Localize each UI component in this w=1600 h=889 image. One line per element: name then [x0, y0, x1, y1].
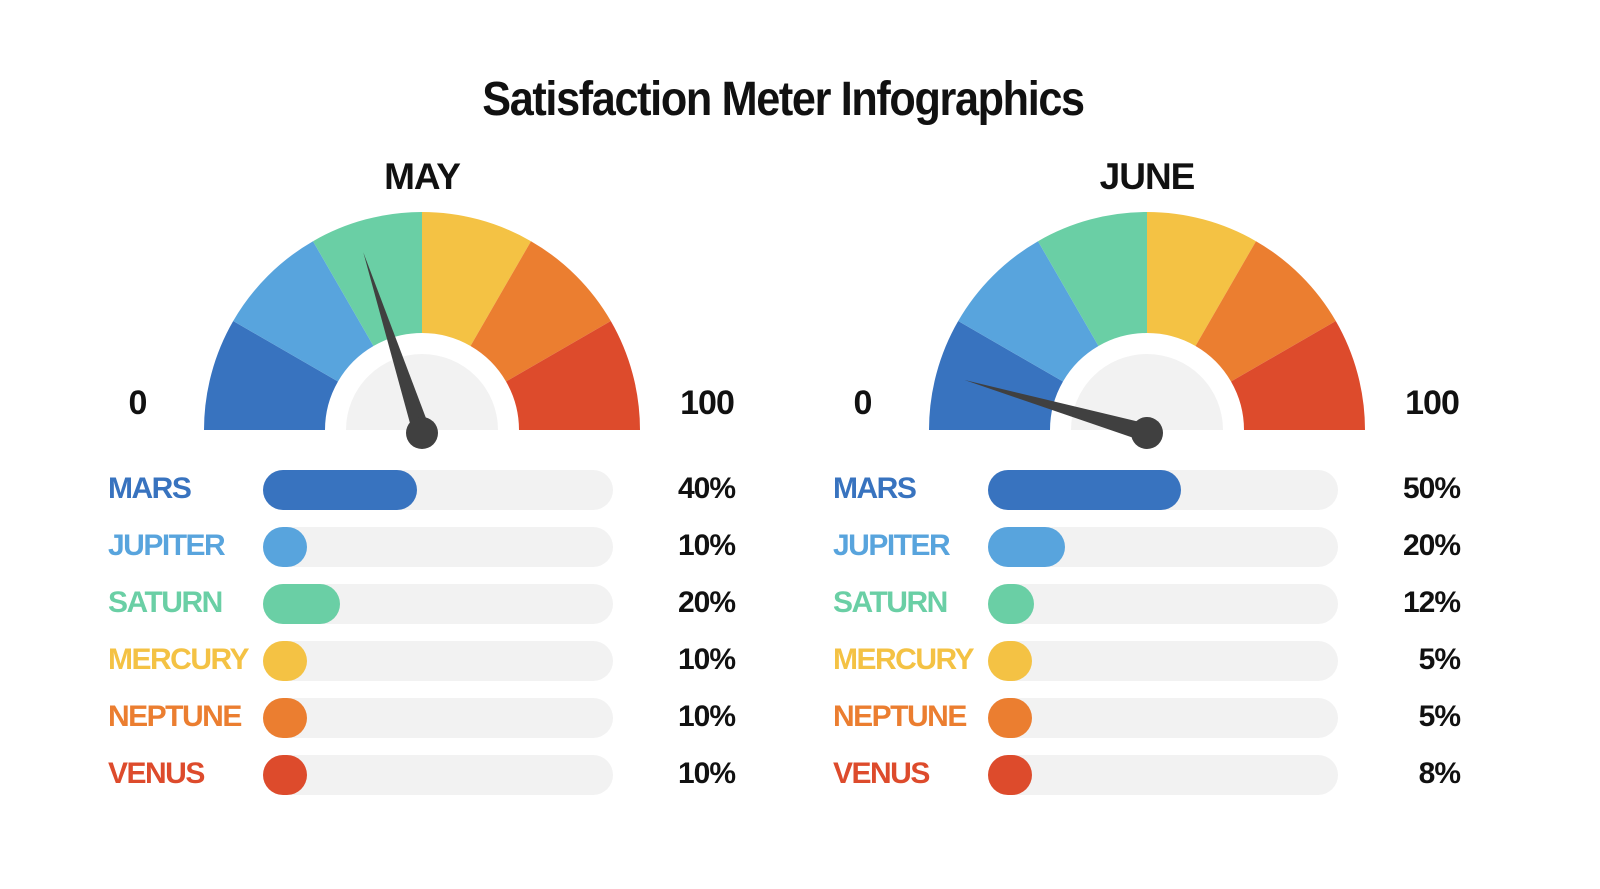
- value-label: 20%: [1402, 529, 1461, 562]
- value-label: 10%: [677, 643, 736, 676]
- bar-fill: [263, 698, 307, 738]
- bar-track: [988, 470, 1338, 510]
- gauge-segment: [1038, 212, 1147, 346]
- bar-track: [263, 527, 613, 567]
- bar-fill: [988, 698, 1032, 738]
- category-label: MARS: [833, 472, 917, 505]
- bar-fill: [988, 527, 1065, 567]
- bar-track: [263, 698, 613, 738]
- bar-row: SATURN 20%: [0, 584, 736, 624]
- category-label: NEPTUNE: [833, 700, 967, 733]
- value-label: 5%: [1418, 700, 1461, 733]
- chart-title: Satisfaction Meter Infographics: [482, 73, 1085, 126]
- gauge-segment: [204, 321, 338, 430]
- gauge-segment: [506, 321, 640, 430]
- bar-track: [988, 755, 1338, 795]
- gauge-needle: [363, 252, 431, 436]
- bar-fill: [263, 755, 307, 795]
- bar-fill: [263, 470, 417, 510]
- gauge-max-label: 100: [1405, 384, 1460, 422]
- gauge-segment: [1231, 321, 1365, 430]
- gauge-segment: [1147, 212, 1256, 346]
- bar-fill: [988, 755, 1032, 795]
- bar-row: SATURN 12%: [725, 584, 1461, 624]
- gauge-min-label: 0: [853, 384, 873, 422]
- bar-track: [988, 698, 1338, 738]
- gauge-segment: [313, 212, 422, 346]
- month-label: MAY: [384, 156, 461, 197]
- bar-track: [263, 470, 613, 510]
- bar-row: MERCURY 10%: [0, 641, 736, 681]
- gauge-segment: [929, 321, 1063, 430]
- value-label: 20%: [677, 586, 736, 619]
- bar-track: [988, 527, 1338, 567]
- panel-may: MAY 0 100 MARS 40% JUPITER 10% SATURN 20% ME…: [0, 0, 736, 889]
- category-label: MERCURY: [833, 643, 975, 676]
- bar-row: JUPITER 20%: [725, 527, 1461, 567]
- value-label: 10%: [677, 700, 736, 733]
- category-label: JUPITER: [108, 529, 226, 562]
- bar-row: VENUS 10%: [0, 755, 736, 795]
- bar-row: NEPTUNE 5%: [725, 698, 1461, 738]
- bar-fill: [263, 584, 340, 624]
- category-label: SATURN: [833, 586, 948, 619]
- value-label: 5%: [1418, 643, 1461, 676]
- gauge-hub-background: [346, 354, 498, 430]
- value-label: 50%: [1402, 472, 1461, 505]
- bar-row: VENUS 8%: [725, 755, 1461, 795]
- category-label: JUPITER: [833, 529, 951, 562]
- gauge: [929, 212, 1365, 449]
- bar-fill: [263, 527, 307, 567]
- gauge-segment: [422, 212, 531, 346]
- gauge-segment: [233, 241, 374, 382]
- bar-fill: [988, 584, 1035, 624]
- bar-track: [988, 584, 1338, 624]
- gauge: [204, 212, 640, 449]
- bar-track: [263, 755, 613, 795]
- bar-row: MARS 40%: [0, 470, 736, 510]
- value-label: 10%: [677, 529, 736, 562]
- value-label: 8%: [1418, 757, 1461, 790]
- value-label: 40%: [677, 472, 736, 505]
- gauge-segment: [470, 241, 611, 382]
- bar-row: JUPITER 10%: [0, 527, 736, 567]
- category-label: MARS: [108, 472, 192, 505]
- month-label: JUNE: [1099, 156, 1196, 197]
- bar-row: MERCURY 5%: [725, 641, 1461, 681]
- bar-fill: [988, 641, 1032, 681]
- bar-fill: [263, 641, 307, 681]
- gauge-min-label: 0: [128, 384, 148, 422]
- bar-row: MARS 50%: [725, 470, 1461, 510]
- panel-june: JUNE 0 100 MARS 50% JUPITER 20% SATURN 12% M…: [725, 0, 1461, 889]
- category-label: NEPTUNE: [108, 700, 242, 733]
- bar-track: [988, 641, 1338, 681]
- bar-fill: [988, 470, 1181, 510]
- category-label: MERCURY: [108, 643, 250, 676]
- value-label: 12%: [1402, 586, 1461, 619]
- category-label: VENUS: [108, 757, 205, 790]
- gauge-needle: [964, 379, 1150, 442]
- gauge-segment: [1195, 241, 1336, 382]
- category-label: VENUS: [833, 757, 930, 790]
- gauge-max-label: 100: [680, 384, 735, 422]
- bar-row: NEPTUNE 10%: [0, 698, 736, 738]
- bar-track: [263, 584, 613, 624]
- value-label: 10%: [677, 757, 736, 790]
- needle-pivot: [1131, 417, 1163, 449]
- needle-pivot: [406, 417, 438, 449]
- gauge-hub-background: [1071, 354, 1223, 430]
- gauge-segment: [958, 241, 1099, 382]
- category-label: SATURN: [108, 586, 223, 619]
- bar-track: [263, 641, 613, 681]
